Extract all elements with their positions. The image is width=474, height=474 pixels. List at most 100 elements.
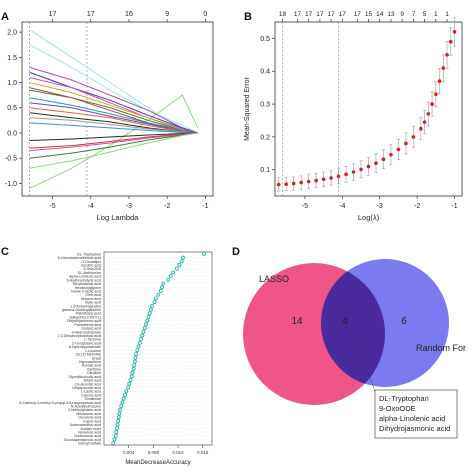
top-tick-label: 9: [165, 11, 169, 18]
category-label: DL-Tryptophan: [77, 252, 101, 256]
importance-point: [132, 359, 137, 364]
x-tick-label: -5: [49, 203, 55, 210]
top-tick-label: 14: [376, 11, 384, 18]
random-forest-only-count: 6: [401, 316, 407, 327]
category-label: Undecanedioic acid: [70, 423, 101, 427]
top-tick-label: 7: [412, 11, 416, 18]
importance-point: [116, 415, 121, 420]
top-tick-label: 9: [400, 11, 404, 18]
x-tick-label: -1: [451, 203, 457, 210]
mse-point: [351, 170, 356, 174]
category-label: DL-Methionine: [78, 271, 101, 275]
top-tick-label: 18: [279, 11, 287, 18]
importance-point: [145, 318, 150, 323]
mse-point: [445, 53, 449, 57]
coefficient-path-line: [29, 122, 198, 134]
top-tick-label: 1: [445, 11, 449, 18]
category-label: Hexanoylglycine: [75, 286, 101, 290]
category-label: Azelaic acid: [82, 364, 101, 368]
overlap-count: 4: [342, 316, 348, 327]
category-label: Palmitoleic acid: [76, 312, 101, 316]
coefficient-path-line: [29, 132, 198, 169]
importance-point: [147, 311, 152, 316]
importance-point: [120, 400, 125, 405]
x-tick-label: 0.012: [172, 450, 184, 455]
importance-point: [129, 374, 134, 379]
plot-frame: [103, 251, 213, 446]
importance-point: [111, 441, 116, 446]
mse-point: [426, 112, 431, 116]
lasso-only-count: 14: [291, 316, 303, 327]
top-tick-label: 17: [327, 11, 335, 18]
importance-point: [148, 307, 153, 312]
mse-point: [411, 135, 416, 139]
y-tick-label: 2.0: [7, 30, 17, 37]
coefficient-path-line: [29, 97, 198, 134]
mse-point: [441, 66, 446, 70]
top-tick-label: 17: [316, 11, 324, 18]
mse-point: [284, 182, 289, 186]
importance-point: [136, 344, 141, 349]
coefficient-path-line: [29, 71, 198, 134]
category-label: 3-Oxoadipic: [82, 260, 101, 264]
y-tick-label: 0.5: [260, 36, 270, 43]
category-label: Dodecanoic acid: [74, 434, 101, 438]
cross-validation-mse-chart: -5 -4 -3 -2 -10.10.20.30.40.518 17 17 17 17 17 17 1…: [244, 11, 463, 222]
category-label: Capric acid: [83, 419, 101, 423]
y-tick-label: -1.0: [5, 181, 17, 188]
top-tick-label: 5: [423, 11, 427, 18]
top-tick-label: 17: [49, 11, 57, 18]
callout-leader-line: [356, 337, 376, 393]
category-label: gamma-Glutamylalanine: [62, 308, 101, 312]
category-label: 3-Methylglutaric acid: [68, 408, 101, 412]
callout-item: alpha-Linolenic acid: [379, 414, 445, 423]
category-label: Indoxyl sulfate: [78, 442, 101, 446]
mse-point: [276, 182, 281, 187]
mse-point: [306, 179, 311, 184]
category-label: 2,3-Dihydroxybutanoic acid: [58, 334, 101, 338]
top-tick-label: 17: [354, 11, 362, 18]
category-label: Uracil: [92, 356, 101, 360]
mse-point: [404, 141, 408, 146]
importance-point: [156, 292, 161, 297]
importance-point: [141, 329, 146, 334]
x-tick-label: -2: [414, 203, 420, 210]
mse-point: [366, 164, 371, 169]
callout-box: [374, 389, 458, 439]
importance-point: [142, 326, 147, 331]
mse-point: [359, 167, 363, 172]
mse-point: [336, 174, 341, 179]
mse-point: [321, 177, 326, 182]
category-label: alpha-Linolenic acid: [69, 275, 101, 279]
category-label: Dihydrojasmonic acid: [67, 319, 101, 323]
importance-point: [135, 348, 140, 353]
y-axis-title: Mean-Squared Error: [244, 76, 251, 140]
mse-point: [299, 180, 303, 185]
importance-point: [174, 266, 179, 271]
importance-point: [152, 300, 157, 305]
top-tick-label: 1: [434, 11, 438, 18]
importance-point: [116, 418, 121, 423]
mse-point: [422, 120, 427, 124]
importance-point: [139, 337, 143, 342]
category-label: Ethylmalonic acid: [73, 282, 101, 286]
category-label: 1,5-Anhydroglucitol: [70, 304, 101, 308]
mse-point: [434, 92, 438, 97]
coefficient-path-line: [29, 77, 198, 134]
mse-point: [430, 102, 434, 106]
top-tick-label: 15: [365, 11, 373, 18]
category-label: Dihydroorotic acid: [72, 386, 101, 390]
y-tick-label: 0.1: [260, 167, 270, 174]
mse-point: [396, 147, 401, 152]
callout-item: Dihydrojasmonic acid: [379, 424, 450, 433]
top-tick-label: 17: [305, 11, 313, 18]
y-tick-label: 0.0: [7, 130, 17, 137]
importance-point: [150, 303, 155, 308]
importance-point: [177, 263, 182, 267]
mse-point: [329, 176, 333, 180]
importance-point: [179, 259, 184, 264]
x-tick-label: -4: [339, 203, 345, 210]
category-label: Oleic acid: [85, 293, 101, 297]
importance-point: [158, 289, 163, 293]
category-label: L-Lactic acid: [81, 390, 101, 394]
